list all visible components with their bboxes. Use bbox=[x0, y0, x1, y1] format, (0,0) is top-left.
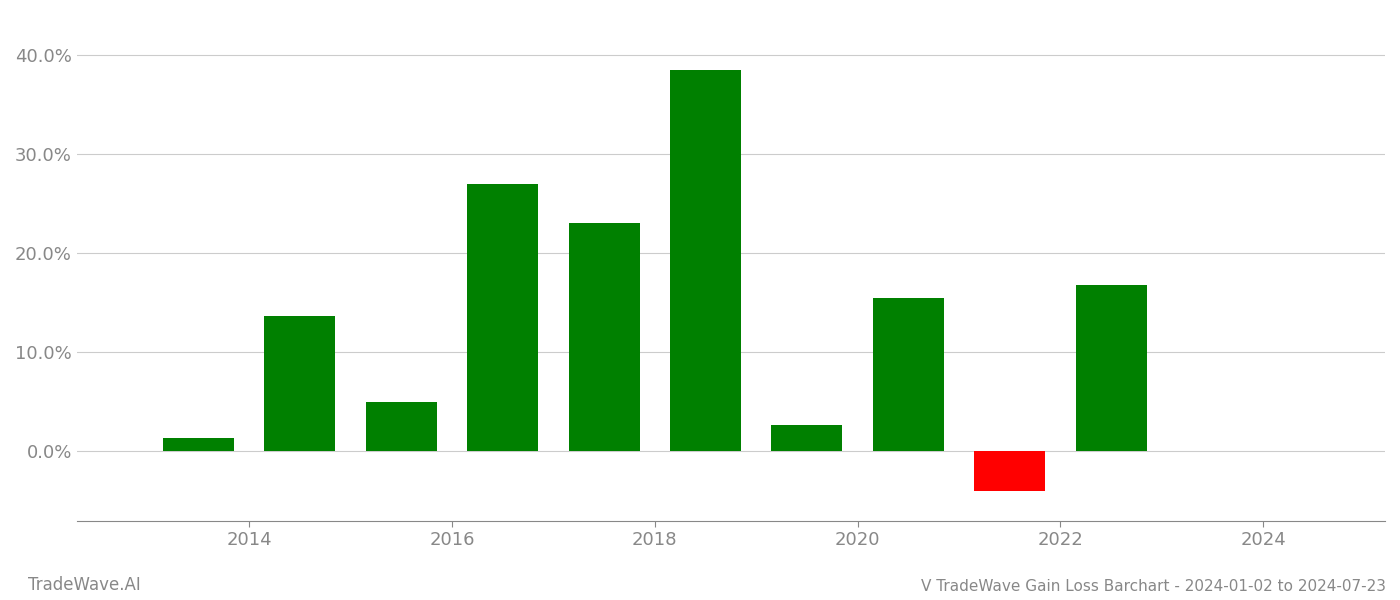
Bar bbox=[568, 223, 640, 451]
Bar bbox=[365, 401, 437, 451]
Bar bbox=[1075, 284, 1147, 451]
Bar bbox=[265, 316, 336, 451]
Text: TradeWave.AI: TradeWave.AI bbox=[28, 576, 141, 594]
Bar bbox=[771, 425, 843, 451]
Bar bbox=[468, 184, 538, 451]
Bar bbox=[162, 439, 234, 451]
Bar bbox=[872, 298, 944, 451]
Text: V TradeWave Gain Loss Barchart - 2024-01-02 to 2024-07-23: V TradeWave Gain Loss Barchart - 2024-01… bbox=[921, 579, 1386, 594]
Bar bbox=[974, 451, 1046, 491]
Bar bbox=[671, 70, 741, 451]
